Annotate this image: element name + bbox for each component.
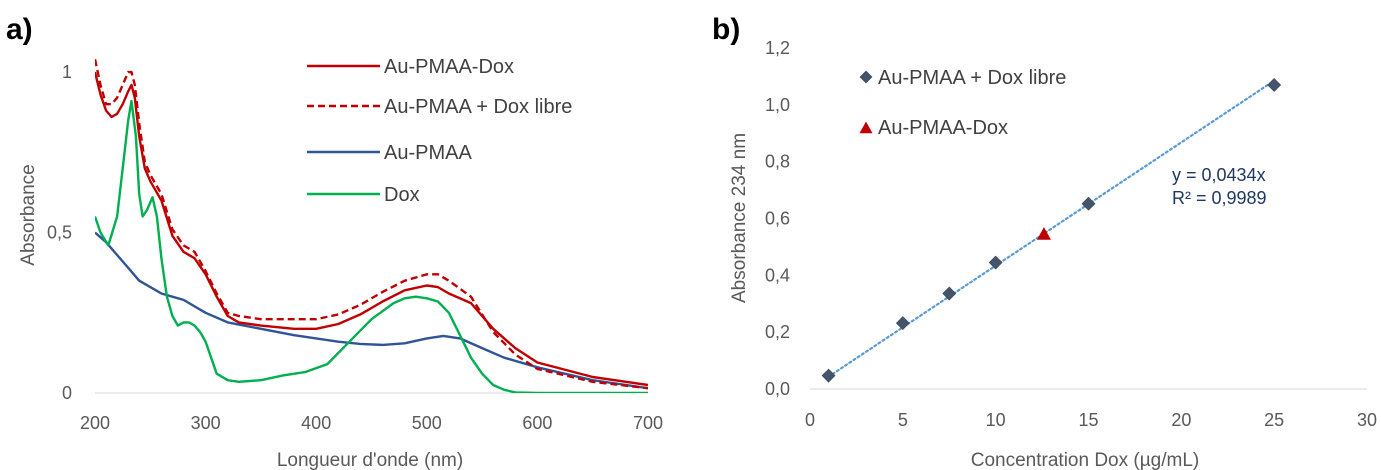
chart-b-y-axis-title: Absorbance 234 nm	[729, 133, 750, 303]
chart-a: a) 200 300 400 500 600 700 0 0,5 1 Longueur d'on…	[6, 13, 663, 470]
trendline-r2: R² = 0,9989	[1172, 188, 1267, 208]
chart-b-x-tick-label: 25	[1264, 410, 1284, 430]
chart-b-legend: Au-PMAA + Dox libre Au-PMAA-Dox	[860, 67, 1067, 139]
chart-b: b) 0 5 10 15 20 25 30 0,0 0,2 0,4 0,6 0,8 1,0 1,2 Con…	[712, 13, 1377, 470]
panel-label-a: a)	[6, 13, 33, 46]
legend-label-dox: Dox	[384, 184, 420, 206]
chart-b-y-tick-label: 0,8	[765, 152, 790, 172]
data-point-au-pmaa-dox-libre	[943, 287, 956, 300]
trendline-equation: y = 0,0434x	[1172, 165, 1266, 185]
chart-b-y-tick-label: 0,2	[765, 322, 790, 342]
chart-a-y-axis-title: Absorbance	[18, 164, 39, 265]
data-point-au-pmaa-dox-libre	[989, 256, 1002, 269]
chart-a-y-tick-label: 0	[62, 383, 72, 403]
series-line-dox	[95, 101, 648, 393]
chart-a-x-tick-label: 200	[80, 413, 110, 433]
legend-label-au-pmaa-dox: Au-PMAA-Dox	[878, 117, 1008, 139]
chart-b-y-tick-label: 0,4	[765, 265, 790, 285]
chart-b-x-tick-label: 20	[1171, 410, 1191, 430]
legend-marker-au-pmaa-dox-libre	[860, 71, 872, 83]
series-line-au-pmaa-dox	[95, 72, 648, 385]
chart-a-y-tick-label: 1	[62, 62, 72, 82]
legend-label-au-pmaa-dox-libre: Au-PMAA + Dox libre	[878, 67, 1066, 89]
chart-a-x-axis-title: Longueur d'onde (nm)	[277, 450, 463, 470]
chart-b-x-tick-label: 15	[1078, 410, 1098, 430]
chart-a-x-tick-label: 400	[301, 413, 331, 433]
chart-b-y-tick-label: 0,0	[765, 379, 790, 399]
data-point-au-pmaa-dox-libre	[822, 369, 835, 382]
legend-marker-au-pmaa-dox	[860, 122, 873, 134]
series-line-au-pmaa	[95, 233, 648, 389]
chart-b-tick-labels: 0 5 10 15 20 25 30 0,0 0,2 0,4 0,6 0,8 1,0 1,2	[765, 38, 1377, 430]
chart-b-x-axis-title: Concentration Dox (µg/mL)	[971, 450, 1199, 470]
chart-a-x-tick-label: 500	[412, 413, 442, 433]
chart-b-y-tick-label: 0,6	[765, 209, 790, 229]
data-point-au-pmaa-dox-libre	[1268, 78, 1281, 91]
legend-label-au-pmaa-dox-libre: Au-PMAA + Dox libre	[384, 96, 572, 118]
legend-label-au-pmaa-dox: Au-PMAA-Dox	[384, 56, 514, 78]
chart-b-x-tick-label: 30	[1357, 410, 1377, 430]
legend-label-au-pmaa: Au-PMAA	[384, 142, 472, 164]
chart-b-x-tick-label: 5	[898, 410, 908, 430]
chart-a-x-tick-label: 300	[191, 413, 221, 433]
panel-label-b: b)	[712, 13, 740, 46]
chart-a-legend: Au-PMAA-Dox Au-PMAA + Dox libre Au-PMAA Dox	[307, 56, 572, 206]
chart-b-y-tick-label: 1,2	[765, 38, 790, 58]
chart-b-x-tick-label: 10	[986, 410, 1006, 430]
data-point-au-pmaa-dox-libre	[896, 317, 909, 330]
chart-a-x-tick-label: 600	[522, 413, 552, 433]
chart-b-x-tick-label: 0	[805, 410, 815, 430]
data-point-au-pmaa-dox	[1037, 227, 1051, 240]
chart-a-y-tick-label: 0,5	[47, 223, 72, 243]
chart-b-y-tick-label: 1,0	[765, 95, 790, 115]
chart-a-x-tick-label: 700	[633, 413, 663, 433]
